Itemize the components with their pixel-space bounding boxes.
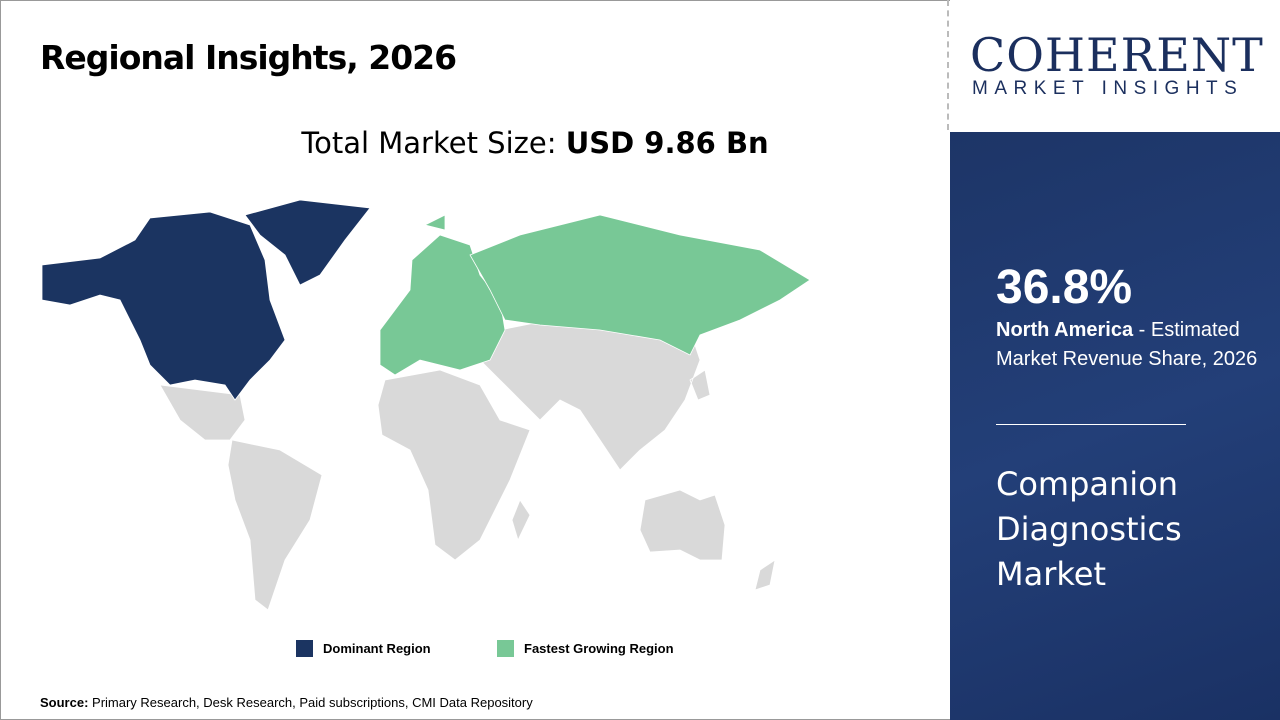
legend-dominant: Dominant Region: [296, 640, 431, 657]
region-russia: [469, 214, 811, 356]
total-market-label: Total Market Size:: [301, 126, 566, 160]
share-percent: 36.8%: [996, 261, 1133, 314]
logo-text: COHERENT: [970, 28, 1264, 82]
region-name: North America: [996, 319, 1134, 341]
source-note: Source: Primary Research, Desk Research,…: [40, 695, 533, 710]
region-latin-america: [159, 384, 323, 611]
legend-label: Dominant Region: [323, 641, 431, 656]
logo-subtext: MARKET INSIGHTS: [972, 78, 1244, 99]
legend-swatch-fastest: [497, 640, 514, 657]
total-market-value: USD 9.86 Bn: [565, 126, 769, 160]
source-text: Primary Research, Desk Research, Paid su…: [88, 695, 533, 710]
share-description: North America - Estimated Market Revenue…: [996, 316, 1266, 374]
logo: COHERENT MARKET INSIGHTS: [950, 0, 1280, 132]
world-map: [41, 199, 811, 611]
total-market-size: Total Market Size: USD 9.86 Bn: [0, 126, 1070, 160]
region-africa: [377, 369, 531, 561]
region-oceania: [639, 489, 776, 591]
region-north-america: [41, 211, 286, 401]
info-panel: 36.8% North America - Estimated Market R…: [950, 132, 1280, 720]
page-title: Regional Insights, 2026: [40, 38, 457, 77]
legend-fastest: Fastest Growing Region: [497, 640, 674, 657]
source-label: Source:: [40, 695, 89, 710]
share-text: - Estimated Market Revenue Share, 2026: [996, 319, 1258, 370]
region-greenland: [244, 199, 371, 286]
panel-divider: [996, 424, 1186, 425]
region-europe: [379, 214, 506, 376]
legend-label: Fastest Growing Region: [524, 641, 674, 656]
legend-swatch-dominant: [296, 640, 313, 657]
market-name: Companion Diagnostics Market: [996, 465, 1182, 593]
divider: [947, 0, 949, 130]
